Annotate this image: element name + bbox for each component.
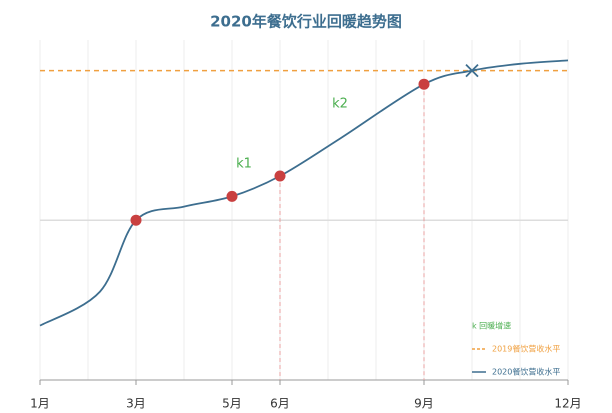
annotation: k2 (332, 97, 348, 112)
cross-point (465, 63, 479, 78)
key-point (418, 78, 430, 90)
series-line (39, 59, 569, 327)
chart-title: 2020年餐饮行业回暖趋势图 (210, 13, 402, 31)
x-tick-label: 9月 (414, 397, 434, 411)
x-tick-label: 3月 (126, 397, 146, 411)
key-point (274, 170, 286, 182)
annotation: k1 (236, 157, 252, 172)
key-point (226, 190, 238, 202)
x-tick-label: 1月 (30, 397, 50, 411)
x-tick-label: 6月 (270, 397, 290, 411)
legend-label: 2020餐饮营收水平 (492, 367, 560, 377)
legend-label: k 回暖增速 (472, 321, 511, 331)
key-point (130, 214, 142, 226)
x-tick-label: 12月 (554, 397, 581, 411)
x-tick-label: 5月 (222, 397, 242, 411)
legend-label: 2019餐饮营收水平 (492, 344, 560, 354)
